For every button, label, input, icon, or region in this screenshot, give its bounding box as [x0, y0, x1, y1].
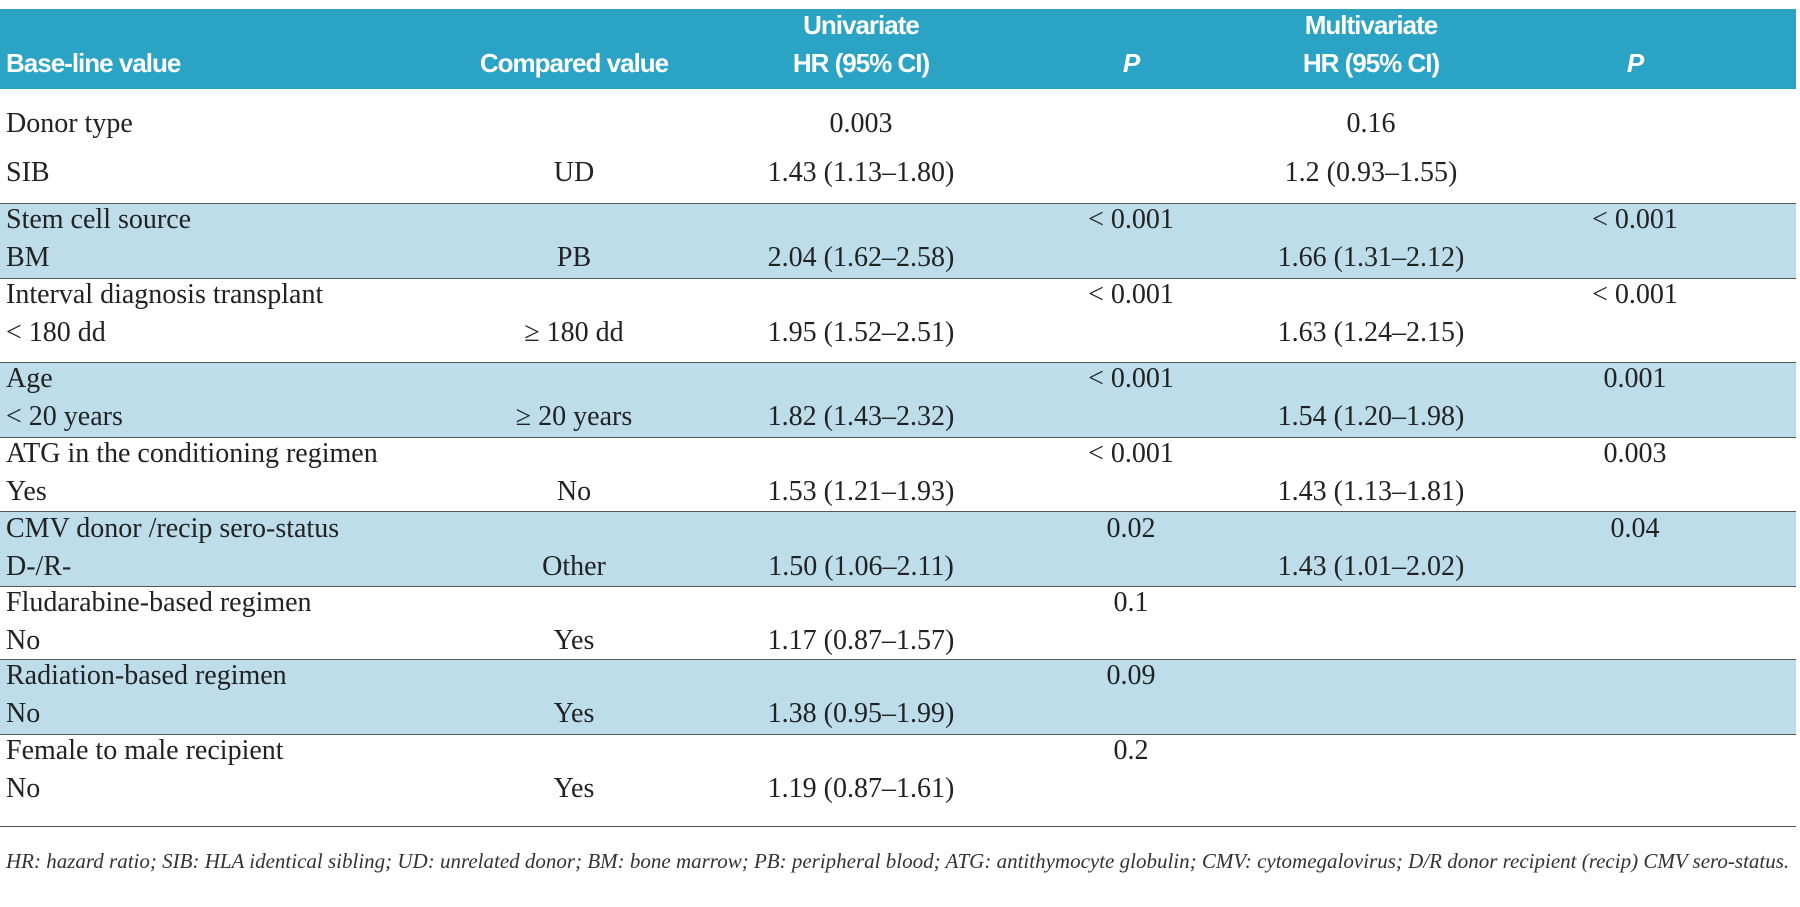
p-value: 0.04 [1610, 512, 1660, 544]
hazard-ratio: 1.43 (1.01–2.02) [1277, 550, 1465, 582]
p-value: 0.003 [1603, 437, 1667, 469]
p-value: < 0.001 [1088, 278, 1174, 310]
baseline-value: SIB [6, 156, 50, 188]
p-value: < 0.001 [1088, 362, 1174, 394]
compared-value: Yes [553, 625, 595, 657]
row-label: Donor type [6, 108, 133, 140]
compared-value: Yes [553, 697, 595, 729]
header-cell: P [1626, 48, 1644, 78]
row-rule [0, 361, 1796, 363]
baseline-value: D-/R- [6, 550, 72, 582]
header-cell: Compared value [479, 48, 669, 78]
hazard-ratio: 1.43 (1.13–1.80) [767, 156, 955, 188]
row-rule [0, 658, 1796, 660]
row-shade [0, 659, 1796, 735]
p-value: 0.2 [1113, 734, 1149, 766]
row-rule [0, 202, 1796, 204]
header-cell: Multivariate [1304, 10, 1438, 40]
p-value: 0.003 [829, 108, 893, 140]
row-label: ATG in the conditioning regimen [6, 437, 378, 469]
hazard-ratio: 1.82 (1.43–2.32) [767, 400, 955, 432]
baseline-value: No [6, 625, 41, 657]
baseline-value: No [6, 697, 41, 729]
compared-value: Yes [553, 772, 595, 804]
header-cell: Base-line value [6, 48, 181, 78]
hazard-ratio: 2.04 (1.62–2.58) [767, 241, 955, 273]
row-label: Female to male recipient [6, 734, 284, 766]
row-label: Age [6, 362, 53, 394]
baseline-value: < 20 years [6, 400, 123, 432]
row-shade [0, 362, 1796, 438]
rule [0, 826, 1796, 827]
p-value: 0.1 [1113, 587, 1149, 619]
hazard-ratio: 1.63 (1.24–2.15) [1277, 316, 1465, 348]
header-cell: Univariate [803, 10, 920, 40]
baseline-value: Yes [6, 475, 47, 507]
p-value: 0.001 [1603, 362, 1667, 394]
row-label: Stem cell source [6, 203, 192, 235]
hazard-ratio: 1.95 (1.52–2.51) [767, 316, 955, 348]
hazard-ratio: 1.54 (1.20–1.98) [1277, 400, 1465, 432]
hazard-ratio: 1.2 (0.93–1.55) [1284, 156, 1458, 188]
p-value: 0.02 [1106, 512, 1156, 544]
compared-value: PB [556, 241, 592, 273]
row-shade [0, 203, 1796, 279]
hazard-ratio: 1.50 (1.06–2.11) [768, 550, 954, 582]
row-shade [0, 512, 1796, 588]
compared-value: Other [542, 550, 606, 582]
header-background [0, 9, 1796, 89]
p-value: < 0.001 [1088, 203, 1174, 235]
baseline-value: No [6, 772, 41, 804]
hazard-ratio: 1.53 (1.21–1.93) [767, 475, 955, 507]
row-label: CMV donor /recip sero-status [6, 512, 340, 544]
row-label: Fludarabine-based regimen [6, 587, 312, 619]
row-label: Radiation-based regimen [6, 659, 287, 691]
compared-value: UD [553, 156, 595, 188]
p-value: < 0.001 [1592, 203, 1678, 235]
compared-value: No [556, 475, 592, 507]
baseline-value: BM [6, 241, 50, 273]
header-cell: HR (95% CI) [1302, 48, 1440, 78]
hazard-ratio: 1.19 (0.87–1.61) [767, 772, 955, 804]
header-cell: P [1122, 48, 1140, 78]
p-value: 0.16 [1346, 108, 1396, 140]
hazard-ratio: 1.17 (0.87–1.57) [767, 625, 955, 657]
header-cell: HR (95% CI) [792, 48, 930, 78]
compared-value: ≥ 20 years [515, 400, 633, 432]
hazard-ratio: 1.43 (1.13–1.81) [1277, 475, 1465, 507]
p-value: < 0.001 [1592, 278, 1678, 310]
row-label: Interval diagnosis transplant [6, 278, 324, 310]
p-value: < 0.001 [1088, 437, 1174, 469]
hazard-ratio: 1.38 (0.95–1.99) [767, 697, 955, 729]
footnote: HR: hazard ratio; SIB: HLA identical sib… [6, 849, 1790, 873]
row-rule [0, 511, 1796, 513]
p-value: 0.09 [1106, 659, 1156, 691]
compared-value: ≥ 180 dd [524, 316, 624, 348]
hazard-ratio: 1.66 (1.31–2.12) [1277, 241, 1465, 273]
baseline-value: < 180 dd [6, 316, 106, 348]
